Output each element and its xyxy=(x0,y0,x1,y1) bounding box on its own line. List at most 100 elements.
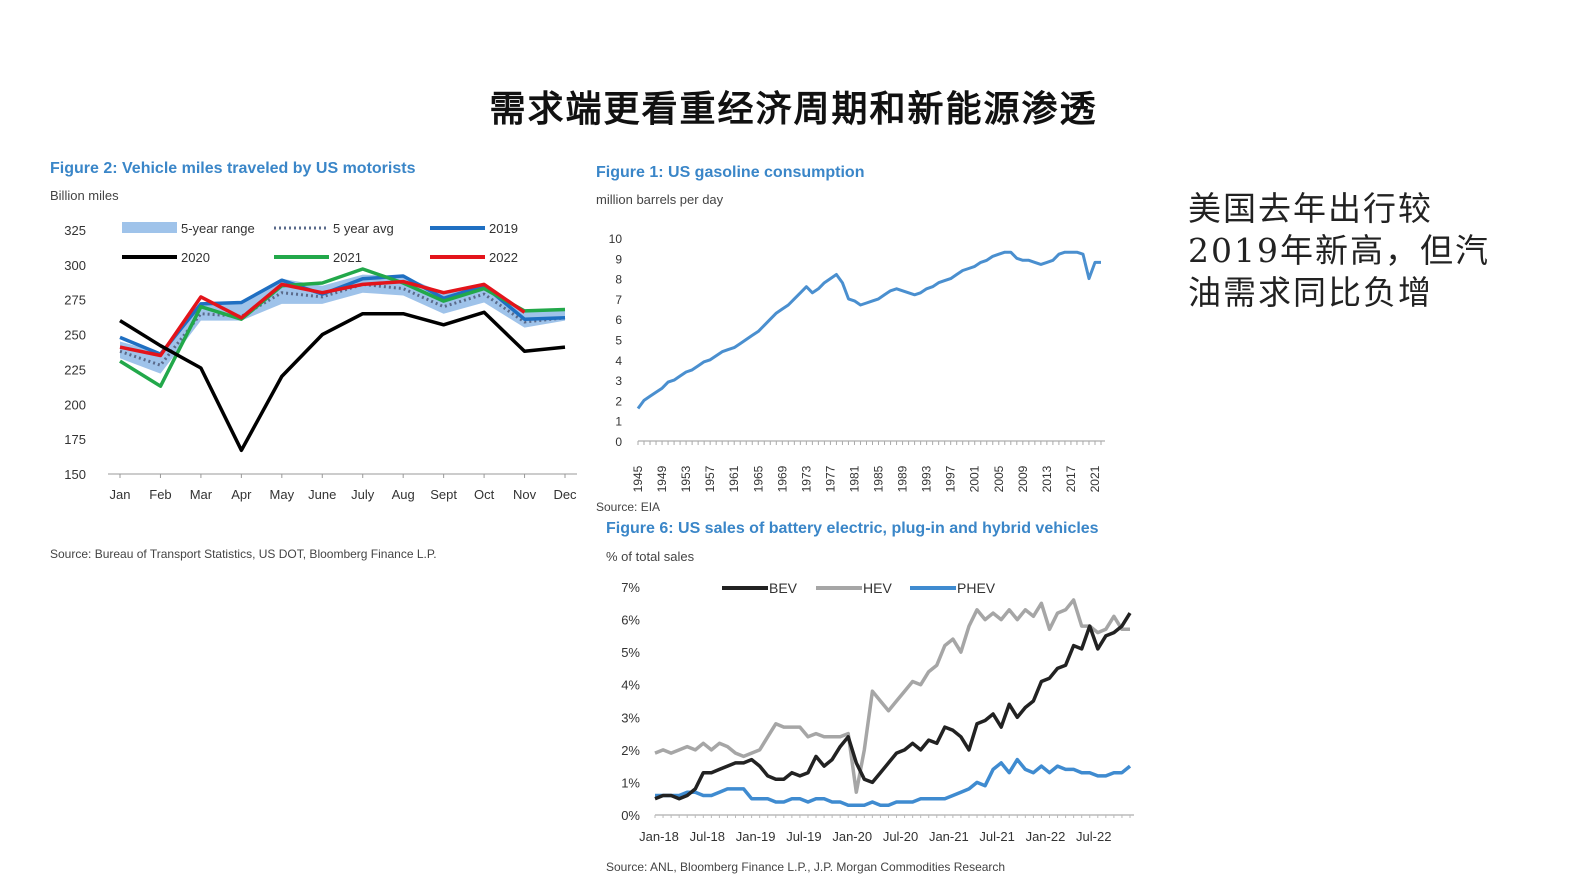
series-line-2021 xyxy=(119,267,566,388)
y-tick-label: 0% xyxy=(621,808,640,823)
gas-unit-label: million barrels per day xyxy=(596,192,724,207)
legend-swatch-band xyxy=(122,222,177,233)
y-tick-label: 5% xyxy=(621,645,640,660)
x-tick-label: July xyxy=(351,487,375,502)
y-tick-label: 8 xyxy=(615,273,622,287)
y-tick-label: 250 xyxy=(64,328,86,343)
y-tick-label: 150 xyxy=(64,467,86,482)
x-tick-label: Jul-20 xyxy=(883,829,918,844)
x-tick-label: 1961 xyxy=(727,465,741,492)
vmt-unit-label: Billion miles xyxy=(50,188,119,203)
x-tick-label: 2017 xyxy=(1064,465,1078,492)
x-tick-label: 2013 xyxy=(1040,465,1054,492)
x-tick-label: 1977 xyxy=(823,465,837,492)
x-tick-label: 2009 xyxy=(1016,465,1030,492)
side-note-line: 2019年新高，但汽 xyxy=(1188,231,1490,270)
gas-chart-title: Figure 1: US gasoline consumption xyxy=(596,164,865,181)
y-tick-label: 175 xyxy=(64,432,86,447)
x-tick-label: 1985 xyxy=(872,465,886,492)
ev-unit-label: % of total sales xyxy=(606,549,695,564)
legend-label: 2022 xyxy=(489,250,518,265)
x-tick-label: Oct xyxy=(474,487,495,502)
series-line-HEV xyxy=(654,598,1130,794)
y-tick-label: 2% xyxy=(621,743,640,758)
x-tick-label: Dec xyxy=(553,487,577,502)
y-tick-label: 9 xyxy=(615,252,622,266)
x-tick-label: Jul-19 xyxy=(786,829,821,844)
y-tick-label: 0 xyxy=(615,435,622,449)
y-tick-label: 1 xyxy=(615,415,622,429)
legend-label: PHEV xyxy=(957,580,996,596)
ev-chart-title: Figure 6: US sales of battery electric, … xyxy=(606,520,1099,537)
y-tick-label: 225 xyxy=(64,362,86,377)
y-tick-label: 7 xyxy=(615,293,622,307)
x-tick-label: June xyxy=(308,487,336,502)
x-tick-label: 1965 xyxy=(751,465,765,492)
ev-source: Source: ANL, Bloomberg Finance L.P., J.P… xyxy=(606,860,1006,874)
series-line-2020 xyxy=(119,310,566,453)
y-tick-label: 4 xyxy=(615,354,622,368)
gas-chart: 0 1 2 3 4 5 6 7 8 9 10 1945 1949 1953 1957 1961 1965 1969… xyxy=(609,232,1105,492)
x-tick-label: Apr xyxy=(231,487,252,502)
x-tick-label: 1945 xyxy=(631,465,645,492)
legend-label: HEV xyxy=(863,580,892,596)
y-tick-label: 7% xyxy=(621,580,640,595)
x-tick-label: 1949 xyxy=(655,465,669,492)
y-tick-label: 2 xyxy=(615,394,622,408)
legend-label: 2021 xyxy=(333,250,362,265)
y-tick-label: 4% xyxy=(621,678,640,693)
x-tick-label: 2001 xyxy=(968,465,982,492)
x-tick-label: Jan-21 xyxy=(929,829,969,844)
x-tick-label: Jul-22 xyxy=(1076,829,1111,844)
x-tick-label: 2005 xyxy=(992,465,1006,492)
x-tick-label: Jan-19 xyxy=(736,829,776,844)
x-tick-label: May xyxy=(270,487,295,502)
y-tick-label: 10 xyxy=(609,232,623,246)
x-tick-label: 1989 xyxy=(896,465,910,492)
x-tick-label: Jan-18 xyxy=(639,829,679,844)
y-tick-label: 3% xyxy=(621,710,640,725)
y-tick-label: 6% xyxy=(621,613,640,628)
side-note-line: 美国去年出行较 xyxy=(1188,189,1433,228)
legend-label: 5-year range xyxy=(181,221,255,236)
x-tick-label: 1957 xyxy=(703,465,717,492)
gasoline-consumption-line xyxy=(636,250,1101,410)
y-tick-label: 200 xyxy=(64,397,86,412)
x-tick-label: 2021 xyxy=(1088,465,1102,492)
y-tick-label: 1% xyxy=(621,775,640,790)
side-note-line: 油需求同比负增 xyxy=(1188,273,1433,312)
y-tick-label: 300 xyxy=(64,258,86,273)
y-tick-label: 275 xyxy=(64,293,86,308)
legend-label: BEV xyxy=(769,580,798,596)
series-line-BEV xyxy=(654,612,1132,801)
vmt-chart-title: Figure 2: Vehicle miles traveled by US m… xyxy=(50,160,416,177)
y-tick-label: 3 xyxy=(615,374,622,388)
x-tick-label: 1953 xyxy=(679,465,693,492)
side-note: 美国去年出行较 2019年新高，但汽 油需求同比负增 xyxy=(1188,188,1548,314)
ev-chart: 0% 1% 2% 3% 4% 5% 6% 7% Jan-18 Jul-18 Jan-19 Jul-19… xyxy=(621,580,1134,844)
gas-source: Source: EIA xyxy=(596,500,661,514)
vmt-chart: 150 175 200 225 250 275 300 325 Jan Feb Mar Apr May J… xyxy=(64,221,577,502)
x-tick-label: 1969 xyxy=(775,465,789,492)
x-tick-label: 1981 xyxy=(847,465,861,492)
y-tick-label: 6 xyxy=(615,313,622,327)
legend-label: 2019 xyxy=(489,221,518,236)
x-tick-label: Jan-22 xyxy=(1026,829,1066,844)
series-line-PHEV xyxy=(655,757,1132,807)
legend-label: 2020 xyxy=(181,250,210,265)
x-tick-label: Jan xyxy=(110,487,131,502)
x-tick-label: Jul-21 xyxy=(979,829,1014,844)
y-tick-label: 5 xyxy=(615,334,622,348)
x-tick-label: Jul-18 xyxy=(690,829,725,844)
vmt-source: Source: Bureau of Transport Statistics, … xyxy=(50,547,437,561)
slide-title: 需求端更看重经济周期和新能源渗透 xyxy=(489,88,1098,130)
series-line-2022 xyxy=(119,279,526,358)
x-tick-label: Nov xyxy=(513,487,537,502)
x-tick-label: 1993 xyxy=(920,465,934,492)
x-tick-label: Sept xyxy=(430,487,457,502)
y-tick-label: 325 xyxy=(64,223,86,238)
x-tick-label: Mar xyxy=(190,487,213,502)
x-tick-label: 1973 xyxy=(799,465,813,492)
legend-label: 5 year avg xyxy=(333,221,394,236)
x-tick-label: Jan-20 xyxy=(832,829,872,844)
